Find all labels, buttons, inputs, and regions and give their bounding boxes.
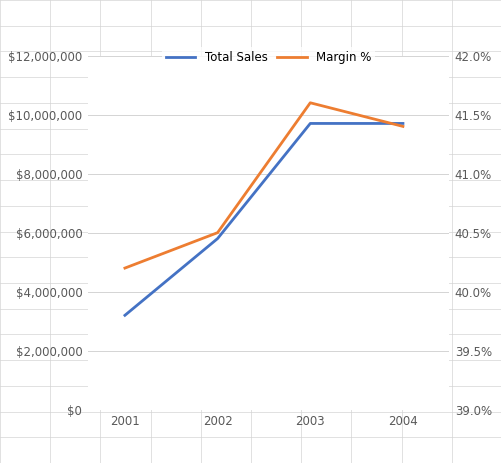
- Total Sales: [399, 121, 405, 126]
- Total Sales: [122, 313, 128, 318]
- Legend: Total Sales, Margin %: Total Sales, Margin %: [162, 47, 374, 68]
- Total Sales: [214, 236, 220, 241]
- Margin %: [399, 124, 405, 129]
- Line: Total Sales: Total Sales: [125, 124, 402, 315]
- Line: Margin %: Margin %: [125, 103, 402, 268]
- Margin %: [307, 100, 313, 106]
- Margin %: [214, 230, 220, 235]
- Margin %: [122, 265, 128, 271]
- Total Sales: [307, 121, 313, 126]
